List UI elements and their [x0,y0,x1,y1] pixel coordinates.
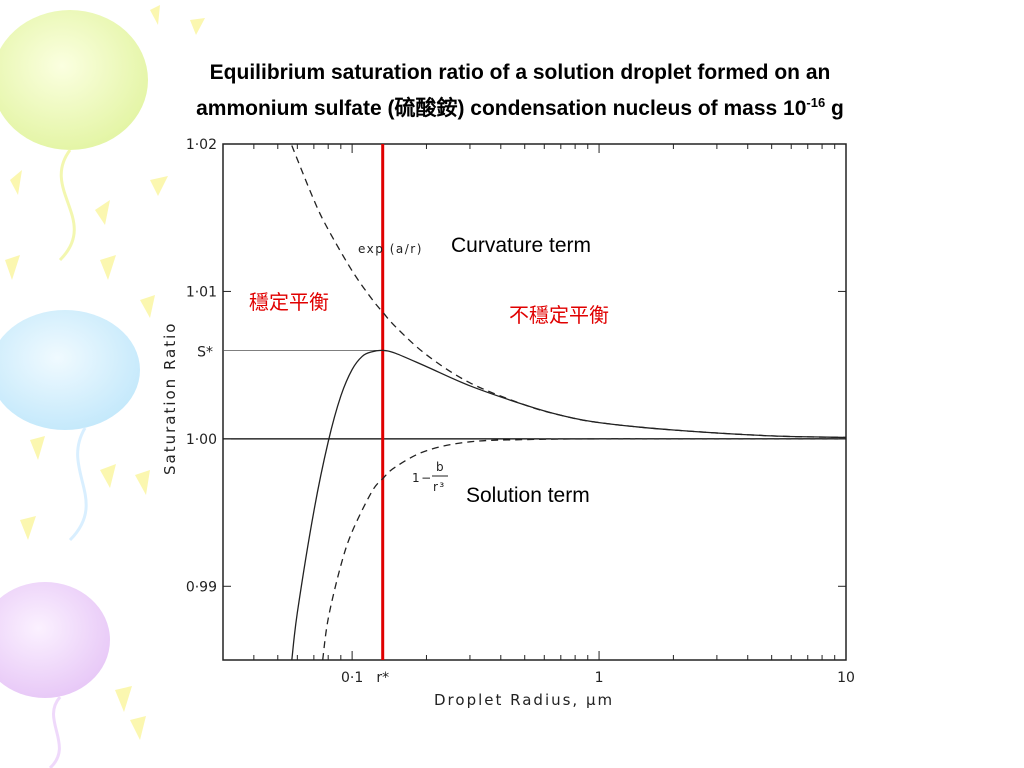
unstable-equilibrium-label: 不穩定平衡 [509,303,609,327]
stable-equilibrium-label: 穩定平衡 [249,290,329,314]
solution-term-label: Solution term [466,484,590,507]
title-exponent: -16 [806,95,826,110]
x-tick-label: 1 [595,670,604,686]
curvature-term-curve [291,145,847,439]
equilibrium-curve [291,349,847,661]
solution-prefix-label: 1− [412,471,433,485]
title-line-1: Equilibrium saturation ratio of a soluti… [209,61,831,84]
s-star-label: S* [197,344,213,360]
x-tick-label: 10 [837,670,855,686]
solution-term-curve [322,438,846,661]
x-axis-label: Droplet Radius, μm [434,691,614,709]
title-unit: g [825,97,844,120]
plot-frame [222,143,847,661]
y-tick-label: 0·99 [186,579,217,595]
y-tick-label: 1·00 [186,432,217,448]
y-axis-label: Saturation Ratio [161,322,179,475]
exp-term-label: exp (a/r) [358,242,423,256]
r-star-label: r* [376,670,389,686]
y-tick-label: 1·01 [186,284,217,300]
solution-numerator-label: b [436,460,445,474]
title-line-2: ammonium sulfate (硫酸銨) condensation nucl… [196,97,807,120]
x-tick-label: 0·1 [341,670,363,686]
slide-title: Equilibrium saturation ratio of a soluti… [100,58,940,124]
y-tick-label: 1·02 [186,137,217,153]
solution-denominator-label: r³ [433,480,446,494]
curvature-term-label: Curvature term [451,234,591,257]
